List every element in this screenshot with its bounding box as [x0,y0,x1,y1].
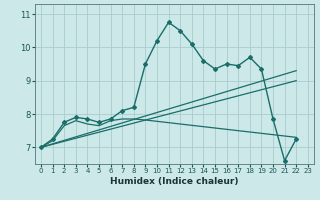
X-axis label: Humidex (Indice chaleur): Humidex (Indice chaleur) [110,177,239,186]
